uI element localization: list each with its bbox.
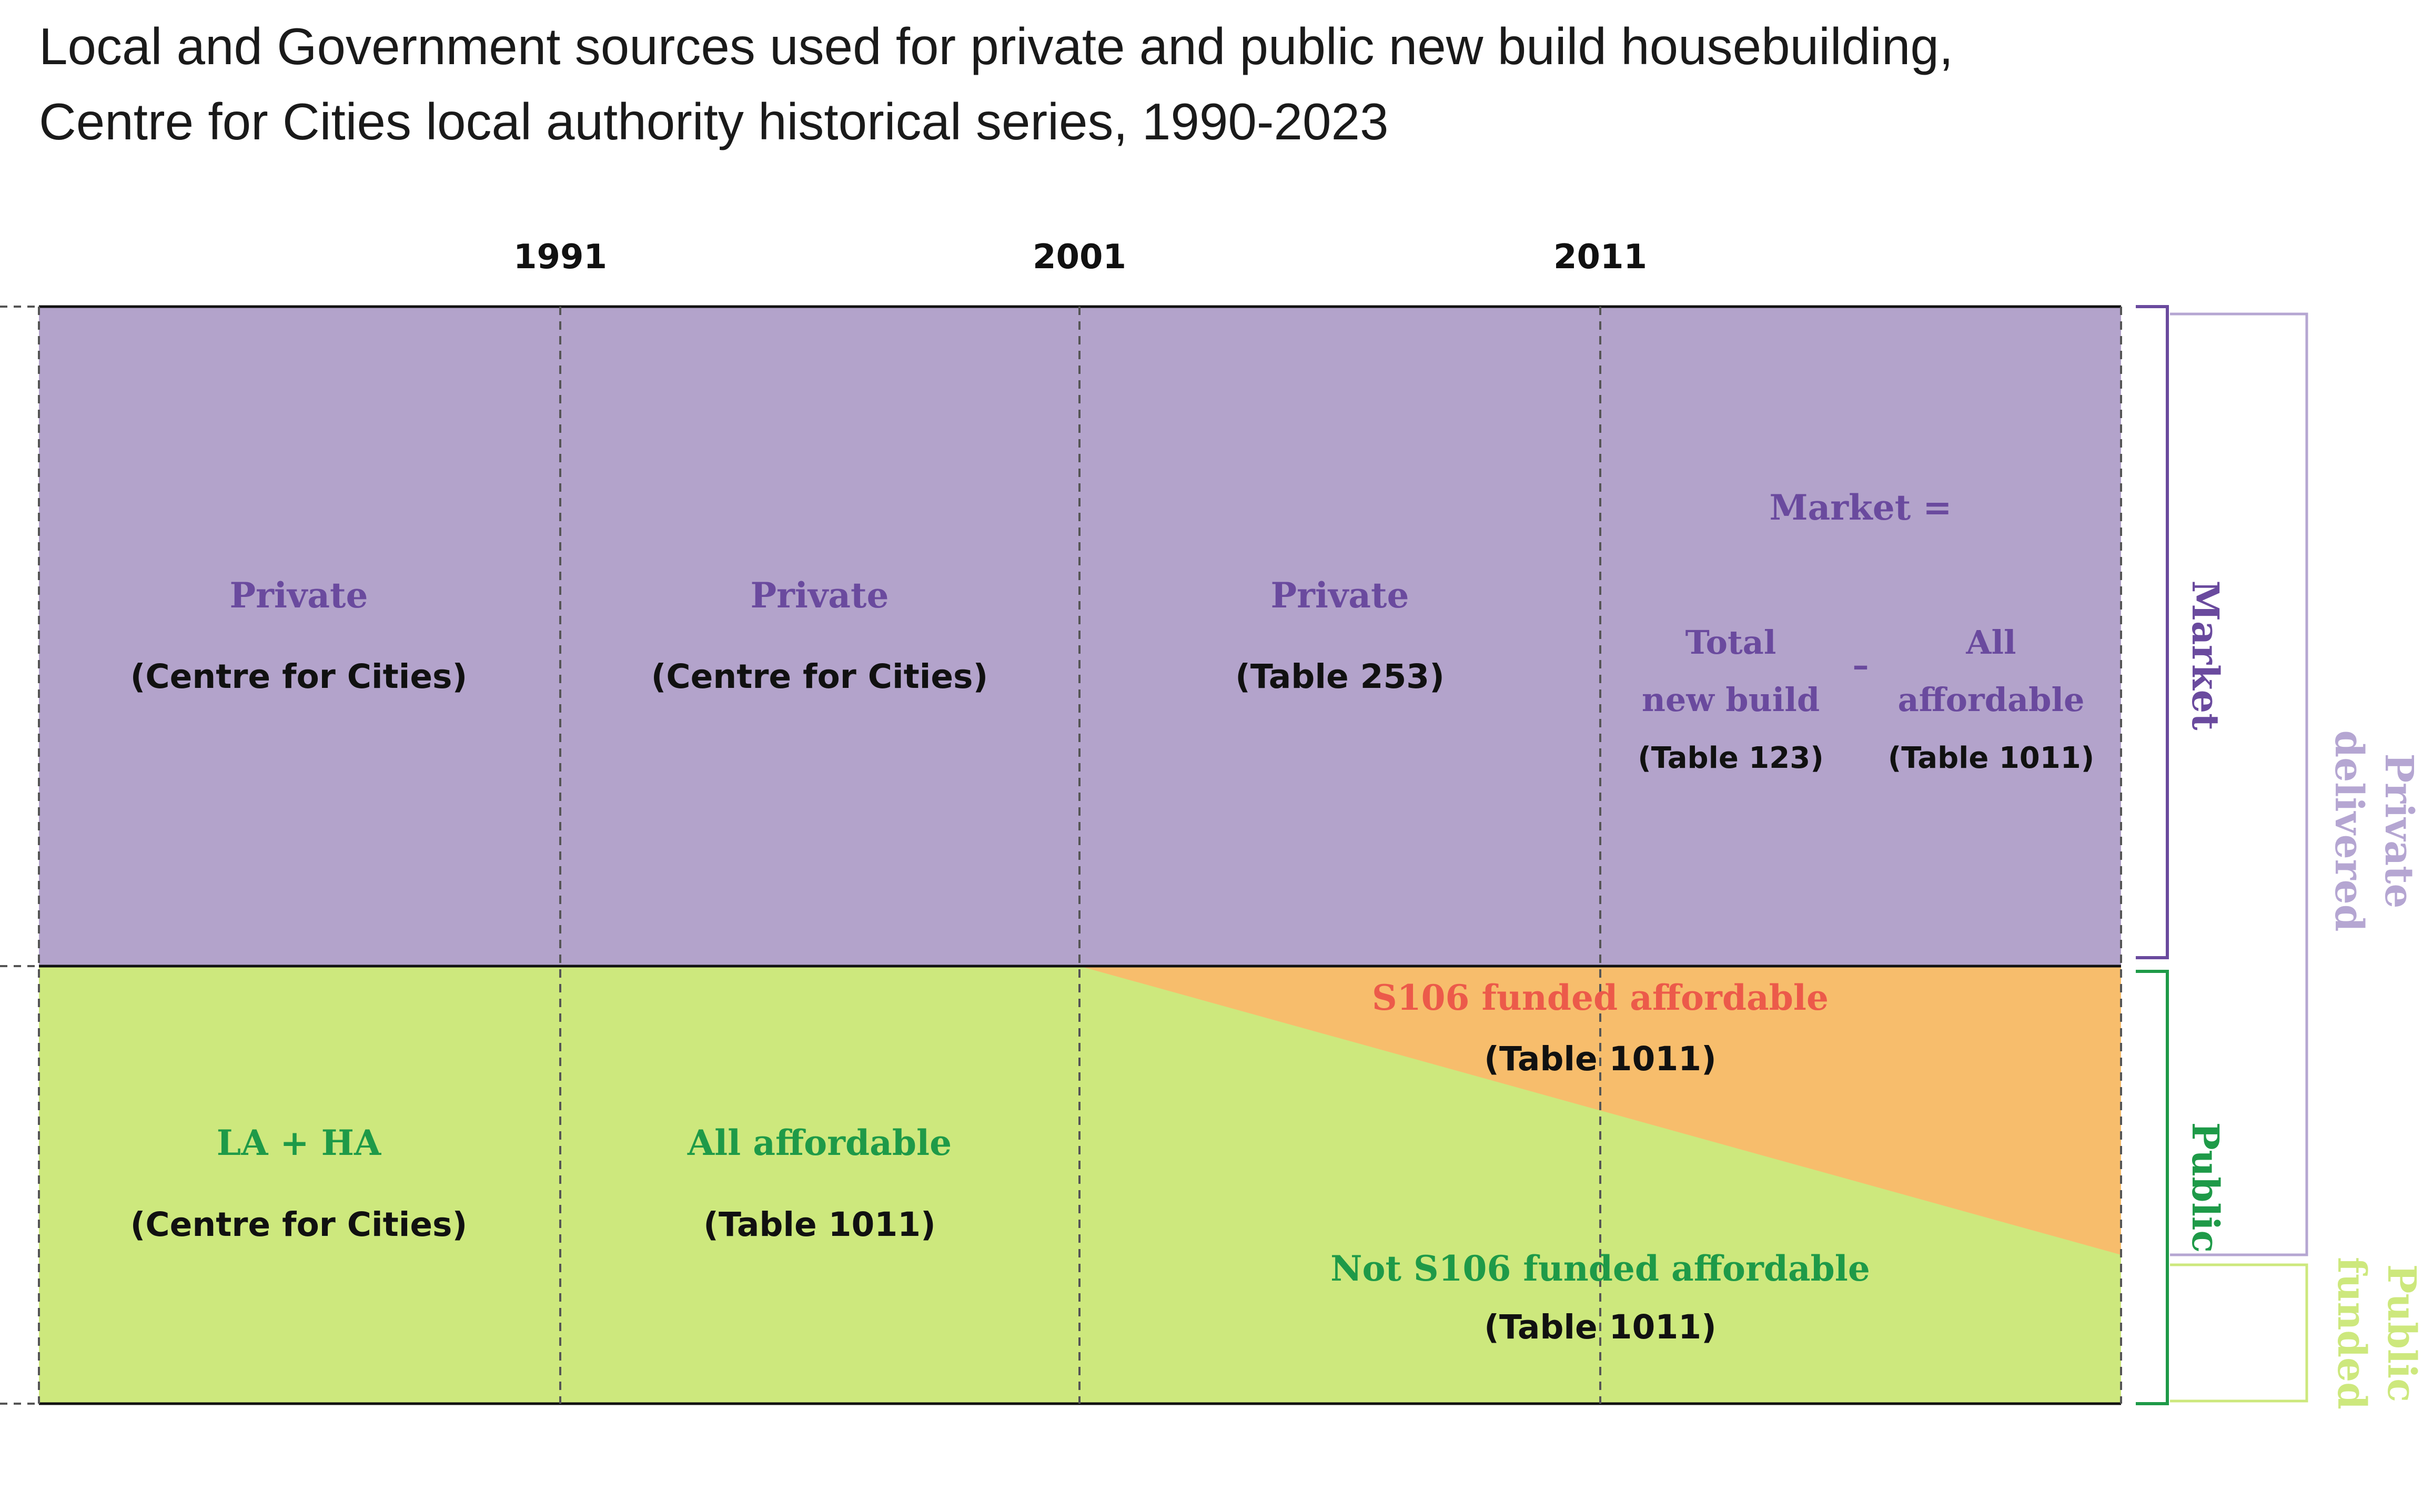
market-bracket-label: Market [2184,580,2227,730]
public-bracket [2136,970,2169,1405]
private-label-col1: Private [229,575,368,616]
public-funded-label-line2: funded [2329,1257,2374,1409]
s106-region [1079,966,2121,1255]
year-label-2011: 2011 [1553,238,1647,277]
s106-source: (Table 1011) [1484,1040,1717,1078]
title-line-1: Local and Government sources used for pr… [39,17,1953,75]
market-total-source: (Table 123) [1638,741,1824,775]
title-line-2: Centre for Cities local authority histor… [39,93,1389,150]
market-bracket [2136,305,2169,959]
market-formula-heading: Market = [1769,487,1952,528]
market-total-line1: Total [1685,623,1776,662]
public-label-col1: LA + HA [217,1122,381,1163]
private-delivered-label-line2: delivered [2326,730,2371,932]
market-affordable-line1: All [1965,623,2016,662]
private-label-col3: Private [1270,575,1409,616]
market-affordable-source: (Table 1011) [1888,741,2095,775]
not-s106-source: (Table 1011) [1484,1308,1717,1346]
market-affordable-line2: affordable [1898,681,2085,719]
private-label-col2: Private [750,575,889,616]
public-bracket-label: Public [2184,1122,2227,1253]
private-delivered-bracket [2170,312,2308,1256]
public-source-col2: (Table 1011) [703,1205,936,1244]
private-delivered-label-line1: Private [2376,754,2421,909]
not-s106-label: Not S106 funded affordable [1330,1248,1870,1289]
public-funded-bracket [2170,1263,2308,1403]
market-total-line2: new build [1642,681,1820,719]
private-source-col3: (Table 253) [1235,657,1445,696]
year-label-2001: 2001 [1033,238,1126,277]
market-minus-operator: – [1853,646,1869,684]
public-source-col1: (Centre for Cities) [130,1205,468,1244]
private-source-col2: (Centre for Cities) [651,657,988,696]
year-label-1991: 1991 [513,238,607,277]
public-funded-label-line1: Public [2379,1264,2424,1402]
s106-label: S106 funded affordable [1372,977,1829,1018]
private-source-col1: (Centre for Cities) [130,657,468,696]
public-label-col2: All affordable [687,1122,952,1163]
